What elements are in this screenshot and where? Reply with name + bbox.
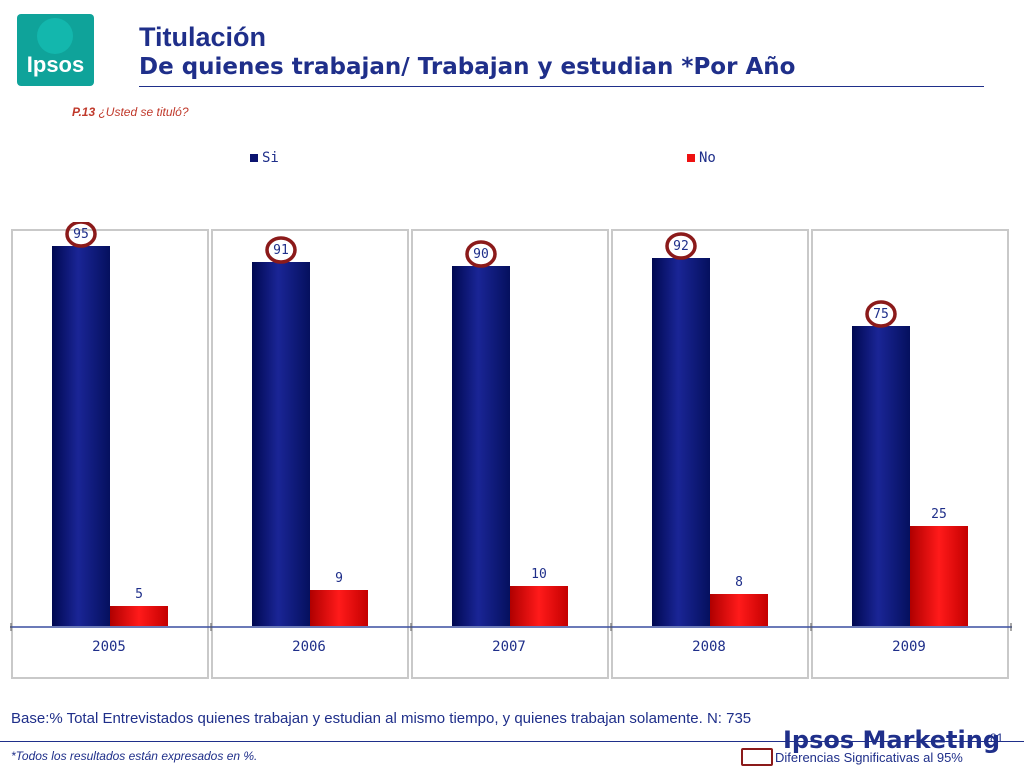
- brand-name: Ipsos Marketing: [783, 726, 1000, 754]
- data-label-no-2005: 5: [135, 587, 143, 602]
- page-number: 81: [990, 731, 1004, 745]
- data-label-no-2008: 8: [735, 575, 743, 590]
- significance-marker-icon: [741, 748, 773, 766]
- x-tick-label-2005: 2005: [92, 639, 126, 655]
- head-silhouette-icon: [37, 18, 73, 54]
- significance-circle-2005: [65, 222, 97, 248]
- data-label-si-2009: 75: [873, 307, 889, 322]
- significance-circle-2008: [665, 232, 697, 260]
- data-label-si-2008: 92: [673, 239, 689, 254]
- x-tick-label-2009: 2009: [892, 639, 926, 655]
- significance-circle-2009: [865, 300, 897, 328]
- bar-no-2005: [110, 606, 168, 626]
- bar-si-2007: [452, 266, 510, 626]
- legend-item-si: Si: [250, 150, 279, 166]
- title-divider: [139, 86, 984, 87]
- question-code: P.13: [72, 105, 96, 119]
- bar-no-2007: [510, 586, 568, 626]
- legend-label-si: Si: [262, 150, 279, 166]
- data-label-no-2006: 9: [335, 571, 343, 586]
- bar-si-2006: [252, 262, 310, 626]
- significance-circle-2006: [265, 236, 297, 264]
- significance-label: Diferencias Significativas al 95%: [775, 750, 963, 765]
- bar-si-2005: [52, 246, 110, 626]
- bar-chart: 95 5 91 9 90 10 92 8 75 25 2005 2006 2007 2008 2009: [10, 222, 1012, 679]
- x-tick-label-2007: 2007: [492, 639, 526, 655]
- question-label: P.13 ¿Usted se tituló?: [72, 105, 189, 119]
- footer-divider: [0, 741, 1024, 742]
- legend-item-no: No: [687, 150, 716, 166]
- legend-label-no: No: [699, 150, 716, 166]
- bar-no-2009: [910, 526, 968, 626]
- x-tick-label-2006: 2006: [292, 639, 326, 655]
- bar-no-2006: [310, 590, 368, 626]
- bar-si-2008: [652, 258, 710, 626]
- logo-text: Ipsos: [26, 52, 85, 77]
- legend-swatch-si: [250, 154, 258, 162]
- x-tick-label-2008: 2008: [692, 639, 726, 655]
- ipsos-logo: Ipsos: [17, 14, 94, 86]
- data-label-si-2007: 90: [473, 247, 489, 262]
- bar-no-2008: [710, 594, 768, 626]
- significance-circle-2007: [465, 240, 497, 268]
- legend-swatch-no: [687, 154, 695, 162]
- bar-si-2009: [852, 326, 910, 626]
- base-note: Base:% Total Entrevistados quienes traba…: [11, 710, 752, 727]
- data-label-no-2009: 25: [931, 507, 947, 522]
- footnote: *Todos los resultados están expresados e…: [11, 749, 258, 763]
- page-subtitle: De quienes trabajan/ Trabajan y estudian…: [139, 54, 796, 80]
- data-label-no-2007: 10: [531, 567, 547, 582]
- page-title: Titulación: [139, 22, 267, 52]
- data-label-si-2006: 91: [273, 243, 289, 258]
- data-label-si-2005: 95: [73, 227, 89, 242]
- question-text: ¿Usted se tituló?: [95, 105, 189, 119]
